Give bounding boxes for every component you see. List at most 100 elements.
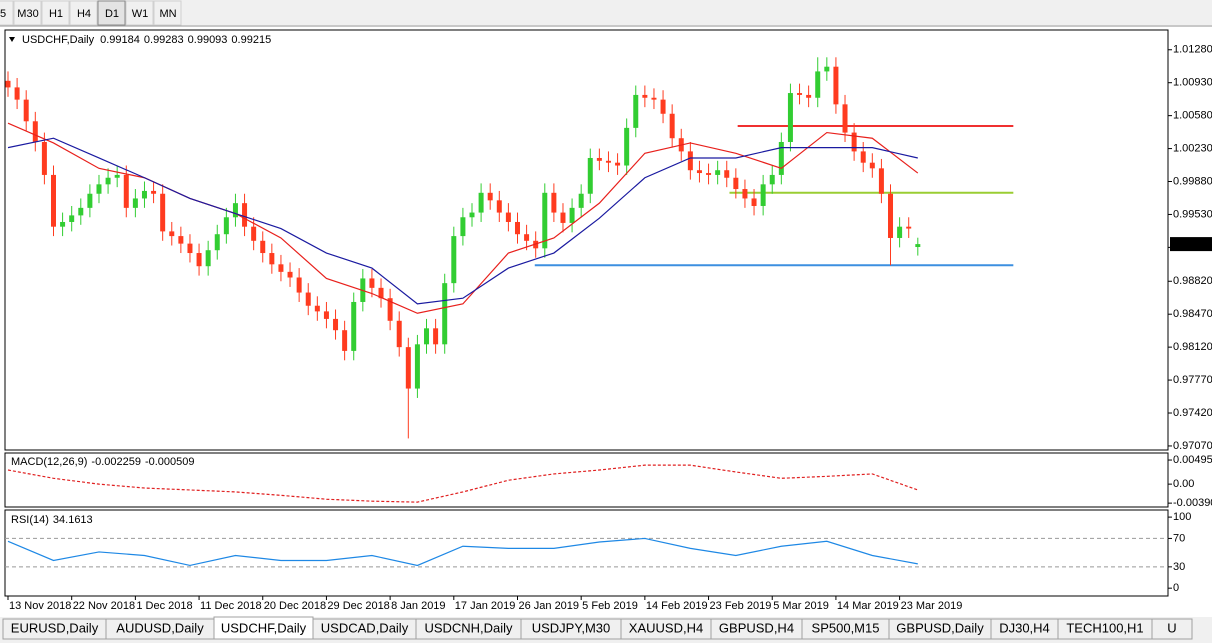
candle-body bbox=[915, 244, 921, 248]
main-panel bbox=[4, 29, 1169, 451]
candle-body bbox=[815, 71, 821, 98]
chart-tab-label: AUDUSD,Daily bbox=[116, 620, 204, 635]
indicator-line bbox=[7, 537, 918, 567]
x-tick-label: 11 Dec 2018 bbox=[200, 600, 262, 612]
candle-body bbox=[60, 221, 66, 227]
candle-body bbox=[833, 66, 839, 105]
candle-body bbox=[196, 253, 202, 267]
candle-body bbox=[660, 99, 666, 114]
candle-body bbox=[806, 94, 812, 98]
signal-value: -0.000509 bbox=[145, 456, 195, 468]
chart-area bbox=[0, 27, 1212, 617]
chart-tab-label: GBPUSD,Daily bbox=[896, 620, 984, 635]
candle-body bbox=[715, 170, 721, 175]
y-tick-label: 1.01280 bbox=[1173, 44, 1212, 56]
chart-tab-label: DJ30,H4 bbox=[999, 620, 1050, 635]
timeframe-button[interactable] bbox=[41, 0, 70, 26]
x-tick-label: 23 Mar 2019 bbox=[901, 600, 963, 612]
candle-body bbox=[469, 212, 475, 218]
candle-body bbox=[633, 94, 639, 128]
rsi-title: RSI(14) bbox=[11, 514, 49, 526]
candle-body bbox=[14, 87, 20, 100]
candle-body bbox=[414, 344, 420, 389]
chart-tab-label: USDCAD,Daily bbox=[321, 620, 409, 635]
candle-body bbox=[387, 298, 393, 321]
candle-body bbox=[524, 234, 530, 241]
candle-body bbox=[269, 253, 275, 265]
candle-body bbox=[478, 192, 484, 213]
candle-body bbox=[888, 193, 894, 238]
candle-body bbox=[642, 94, 648, 98]
price-tag-label: 0.99215 bbox=[1173, 238, 1212, 250]
candle-body bbox=[50, 174, 56, 227]
candle-body bbox=[205, 250, 211, 267]
candle-body bbox=[897, 226, 903, 238]
timeframe-label: D1 bbox=[105, 8, 119, 20]
candle-body bbox=[141, 190, 147, 199]
candle-body bbox=[96, 184, 102, 194]
rsi-panel bbox=[4, 509, 1169, 597]
candle-body bbox=[323, 311, 329, 319]
candle-body bbox=[569, 207, 575, 223]
candle-body bbox=[160, 193, 166, 232]
timeframe-button[interactable] bbox=[13, 0, 42, 26]
timeframe-button[interactable] bbox=[69, 0, 98, 26]
candle-body bbox=[787, 93, 793, 142]
candle-body bbox=[169, 231, 175, 237]
y-tick-label: -0.003905 bbox=[1173, 497, 1212, 509]
timeframe-button[interactable] bbox=[125, 0, 154, 26]
candle-body bbox=[733, 177, 739, 190]
candle-body bbox=[214, 234, 220, 251]
chart-tab-label: XAUUSD,H4 bbox=[629, 620, 703, 635]
timeframe-button[interactable] bbox=[97, 0, 126, 26]
high: 0.99283 bbox=[144, 34, 184, 46]
candle-body bbox=[878, 168, 884, 194]
candle-body bbox=[287, 271, 293, 278]
candle-body bbox=[906, 226, 912, 229]
candle-body bbox=[123, 174, 129, 208]
candle-body bbox=[433, 328, 439, 345]
candle-body bbox=[696, 170, 702, 174]
candle-body bbox=[132, 198, 138, 208]
candle-body bbox=[178, 236, 184, 244]
candle-body bbox=[305, 292, 311, 306]
timeframe-button[interactable] bbox=[153, 0, 182, 26]
candle-body bbox=[596, 157, 602, 161]
candle-body bbox=[78, 207, 84, 216]
price-tag bbox=[1170, 237, 1212, 252]
chart-tab-label: GBPUSD,H4 bbox=[719, 620, 794, 635]
timeframe-button[interactable] bbox=[0, 0, 14, 26]
y-tick-label: 70 bbox=[1173, 532, 1185, 544]
collapse-arrow[interactable] bbox=[9, 37, 15, 42]
candle-body bbox=[487, 192, 493, 201]
candle-body bbox=[578, 193, 584, 208]
candle-body bbox=[296, 277, 302, 293]
candle-body bbox=[687, 151, 693, 171]
y-tick-label: 0.97770 bbox=[1173, 374, 1212, 386]
rsi-value: 34.1613 bbox=[53, 514, 93, 526]
macd-value: -0.002259 bbox=[91, 456, 141, 468]
candle-body bbox=[87, 193, 93, 208]
candle-body bbox=[351, 301, 357, 351]
candle-body bbox=[314, 305, 320, 312]
candle-body bbox=[514, 221, 520, 235]
candle-body bbox=[542, 192, 548, 249]
chart-tab[interactable] bbox=[1151, 618, 1193, 640]
y-tick-label: 0.99880 bbox=[1173, 175, 1212, 187]
timeframe-label: H1 bbox=[49, 8, 63, 20]
y-tick-label: 0.004952 bbox=[1173, 454, 1212, 466]
candle-body bbox=[769, 174, 775, 185]
y-tick-label: 0.98470 bbox=[1173, 308, 1212, 320]
candle-body bbox=[760, 184, 766, 206]
y-tick-label: 1.00930 bbox=[1173, 77, 1212, 89]
candle-body bbox=[451, 236, 457, 284]
candle-body bbox=[669, 113, 675, 139]
y-tick-label: 1.00580 bbox=[1173, 110, 1212, 122]
candle-body bbox=[251, 226, 257, 241]
y-tick-label: 30 bbox=[1173, 561, 1185, 573]
candle-body bbox=[869, 162, 875, 169]
x-tick-label: 14 Mar 2019 bbox=[837, 600, 899, 612]
y-tick-label: 0.00 bbox=[1173, 478, 1194, 490]
